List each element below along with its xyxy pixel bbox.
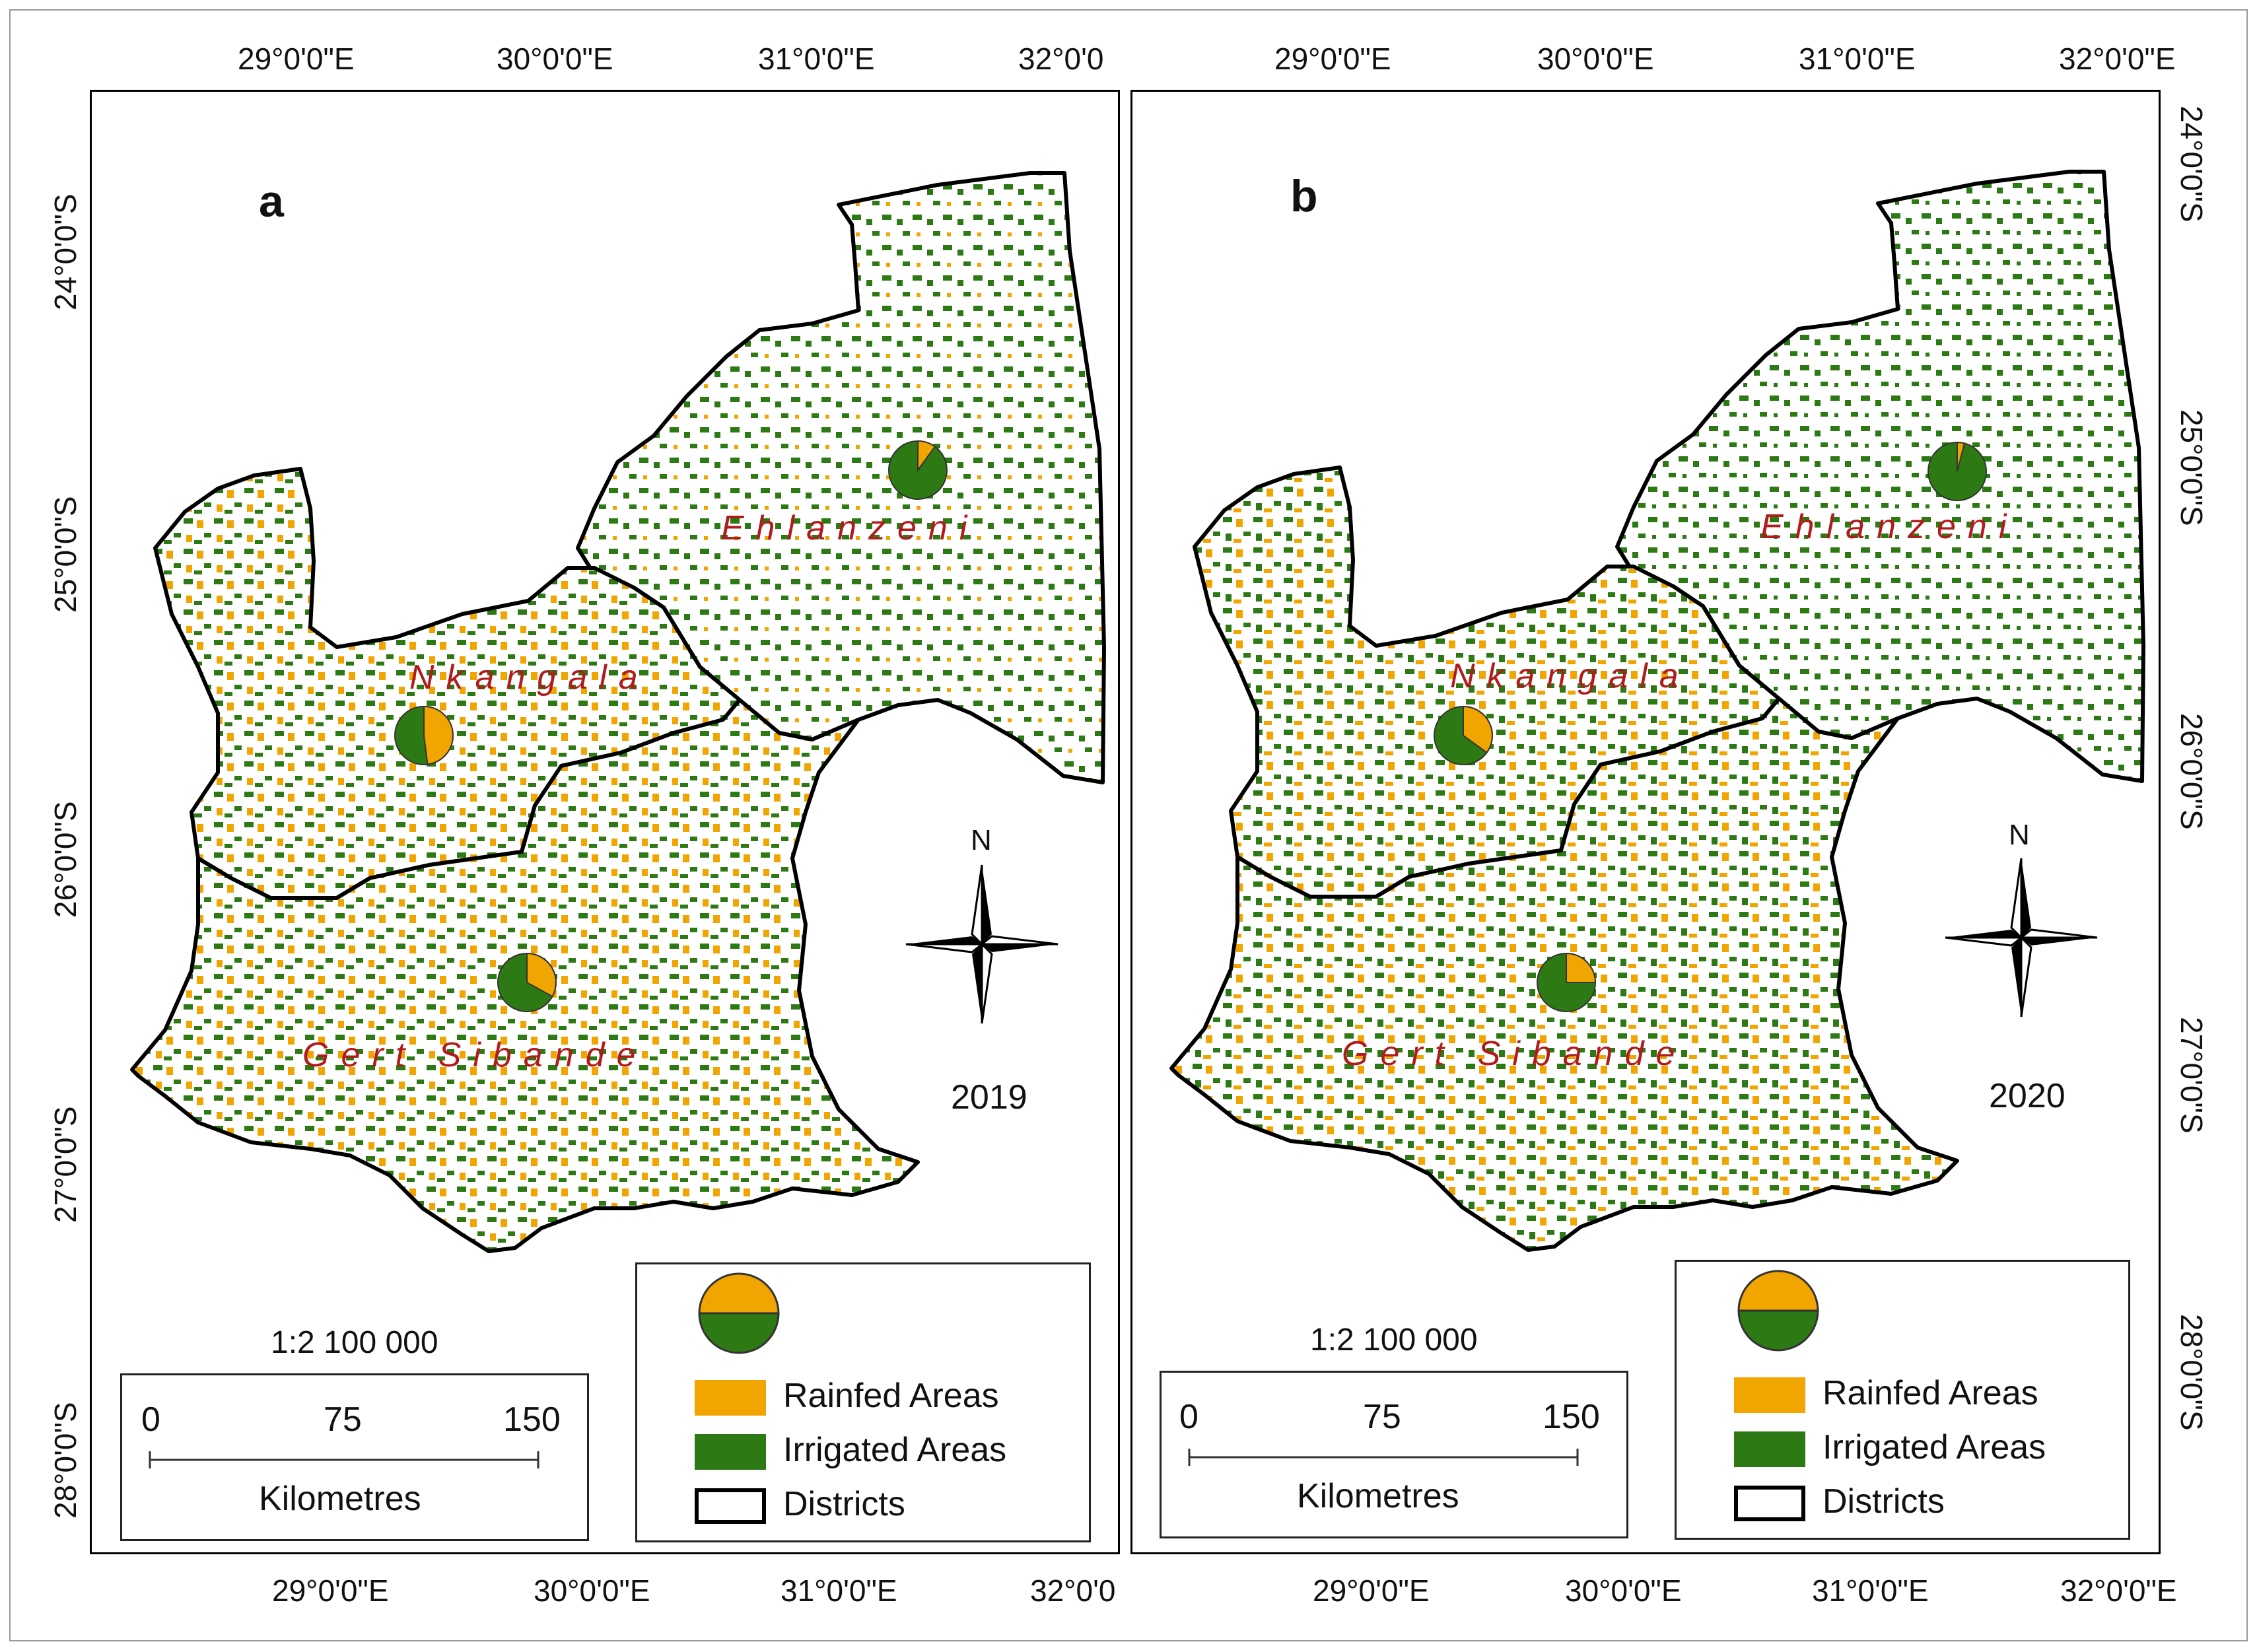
lon-label: 30°0'0"E xyxy=(497,42,613,76)
district-label: Ehlanzeni xyxy=(721,509,979,547)
panel-letter: a xyxy=(259,176,284,226)
lon-label: 32°0'0"E xyxy=(2060,1573,2177,1608)
scale-bar-box xyxy=(1160,1371,1628,1538)
legend-label-rainfed: Rainfed Areas xyxy=(1823,1374,2038,1412)
pie-slice-rainfed xyxy=(423,705,454,765)
lon-label: 30°0'0"E xyxy=(1537,42,1654,76)
pie-slice-rainfed xyxy=(1566,952,1597,983)
pie-gert-sibande xyxy=(1537,952,1597,1012)
map-frame xyxy=(90,90,1120,1554)
figure-frame xyxy=(9,9,2248,1641)
district-label: Nkangala xyxy=(1450,657,1690,695)
panel-letter: b xyxy=(1290,171,1318,221)
district-map xyxy=(1169,170,2145,1252)
lon-label: 31°0'0"E xyxy=(781,1573,897,1608)
legend-label-districts: Districts xyxy=(1823,1482,1945,1521)
pie-slice-rainfed xyxy=(1957,441,1966,472)
lon-label: 30°0'0"E xyxy=(1565,1573,1682,1608)
scale-ratio: 1:2 100 000 xyxy=(1310,1323,1478,1358)
lon-label: 29°0'0"E xyxy=(272,1573,389,1608)
lat-label: 25°0'0"S xyxy=(2174,409,2209,526)
legend-label-irrigated: Irrigated Areas xyxy=(1823,1428,2046,1466)
district-label: Nkangala xyxy=(409,658,650,697)
lon-label: 31°0'0"E xyxy=(1799,42,1916,76)
scale-tick-label: 75 xyxy=(1363,1398,1401,1436)
lat-label: 28°0'0"S xyxy=(2174,1314,2209,1431)
lon-label: 32°0'0"E xyxy=(2059,42,2176,76)
lon-label: 29°0'0"E xyxy=(1274,42,1391,76)
legend-swatch-irrigated xyxy=(1734,1431,1805,1467)
pie-slice-rainfed xyxy=(917,440,936,473)
pie-ehlanzeni xyxy=(1927,441,1987,501)
district-label: Ehlanzeni xyxy=(1760,508,2019,546)
pie-nkangala xyxy=(1434,705,1493,765)
legend-pie-icon xyxy=(1737,1270,1819,1352)
north-arrow-icon xyxy=(1945,858,2098,1017)
legend-label-rainfed: Rainfed Areas xyxy=(783,1377,999,1415)
pie-slice-rainfed xyxy=(526,952,557,998)
scale-bar xyxy=(1188,1449,1579,1466)
year-label: 2019 xyxy=(951,1078,1027,1117)
scale-tick-label: 150 xyxy=(503,1400,561,1439)
legend-swatch-rainfed xyxy=(1734,1377,1805,1413)
lat-label: 26°0'0"S xyxy=(2174,713,2209,830)
pie-nkangala xyxy=(394,705,454,765)
legend-pie-icon xyxy=(698,1272,780,1354)
pie-ehlanzeni xyxy=(888,440,948,500)
lon-label: 31°0'0"E xyxy=(1812,1573,1929,1608)
scale-bar xyxy=(149,1451,539,1468)
lon-label: 31°0'0"E xyxy=(758,42,875,76)
lon-label: 30°0'0"E xyxy=(534,1573,650,1608)
scale-tick-label: 0 xyxy=(1179,1398,1198,1436)
scale-ratio: 1:2 100 000 xyxy=(271,1325,438,1360)
legend-swatch-irrigated xyxy=(695,1434,766,1470)
lat-label: 24°0'0"S xyxy=(2174,106,2209,223)
lon-label: 32°0'0 xyxy=(1018,42,1104,76)
lat-label: 27°0'0"S xyxy=(2174,1017,2209,1134)
pie-slice-rainfed xyxy=(1463,705,1493,754)
legend-swatch-rainfed xyxy=(695,1380,766,1416)
district-label: Gert Sibande xyxy=(302,1036,648,1074)
north-letter: N xyxy=(2009,819,2030,851)
district-label: Gert Sibande xyxy=(1342,1035,1687,1073)
lon-label: 29°0'0"E xyxy=(238,42,355,76)
north-letter: N xyxy=(971,824,992,856)
lon-label: 32°0'0 xyxy=(1030,1573,1116,1608)
scale-bar-box xyxy=(120,1373,589,1541)
scale-tick-label: 150 xyxy=(1543,1398,1600,1436)
legend-label-districts: Districts xyxy=(783,1485,905,1523)
year-label: 2020 xyxy=(1989,1077,2066,1115)
lon-label: 29°0'0"E xyxy=(1313,1573,1430,1608)
legend-swatch-districts xyxy=(1734,1486,1805,1521)
legend-swatch-districts xyxy=(695,1488,766,1524)
scale-tick-label: 0 xyxy=(141,1400,160,1439)
pie-gert-sibande xyxy=(497,952,557,1012)
north-arrow-icon xyxy=(905,864,1059,1024)
scale-tick-label: 75 xyxy=(324,1400,362,1439)
scale-unit: Kilometres xyxy=(259,1480,421,1518)
legend-label-irrigated: Irrigated Areas xyxy=(783,1431,1007,1469)
scale-unit: Kilometres xyxy=(1297,1477,1459,1515)
map-frame xyxy=(1130,90,2161,1554)
